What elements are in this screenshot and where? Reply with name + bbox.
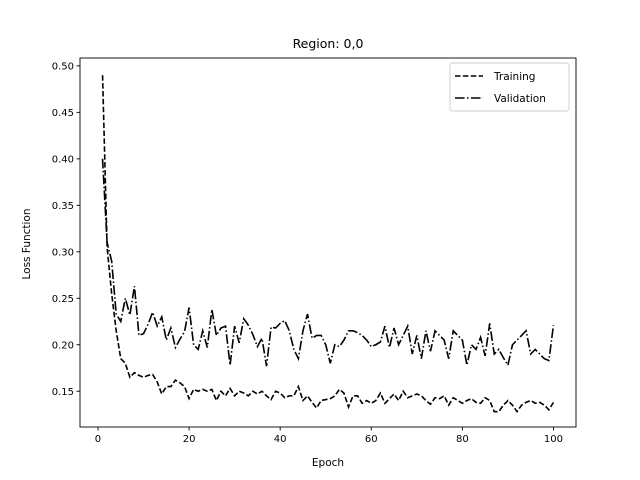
y-tick-label: 0.45 <box>52 108 74 119</box>
y-tick-label: 0.30 <box>52 247 74 258</box>
x-axis-label: Epoch <box>312 457 344 469</box>
legend-label-validation: Validation <box>494 93 546 105</box>
x-tick-label: 40 <box>274 434 287 445</box>
y-tick-label: 0.40 <box>52 154 74 165</box>
plot-area: 0 20 40 60 80 100 0.15 0.20 0.25 0.30 0.35 0.40 0.45… <box>52 57 577 445</box>
legend-box <box>449 62 570 112</box>
y-tick-label: 0.50 <box>52 62 74 73</box>
x-tick-label: 100 <box>544 434 563 445</box>
y-tick-label: 0.35 <box>52 201 74 212</box>
x-tick-label: 80 <box>456 434 469 445</box>
legend: Training Validation <box>449 62 570 112</box>
y-tick-label: 0.20 <box>52 340 74 351</box>
x-tick-label: 0 <box>95 434 101 445</box>
y-tick-label: 0.25 <box>52 294 74 305</box>
x-tick-label: 60 <box>365 434 378 445</box>
series-line-validation <box>101 158 555 368</box>
y-tick-label: 0.15 <box>52 387 74 398</box>
x-tick-label: 20 <box>183 434 196 445</box>
y-axis-label: Loss Function <box>21 208 33 279</box>
legend-label-training: Training <box>493 71 535 83</box>
axes-frame <box>79 57 577 428</box>
chart-title: Region: 0,0 <box>293 36 364 51</box>
